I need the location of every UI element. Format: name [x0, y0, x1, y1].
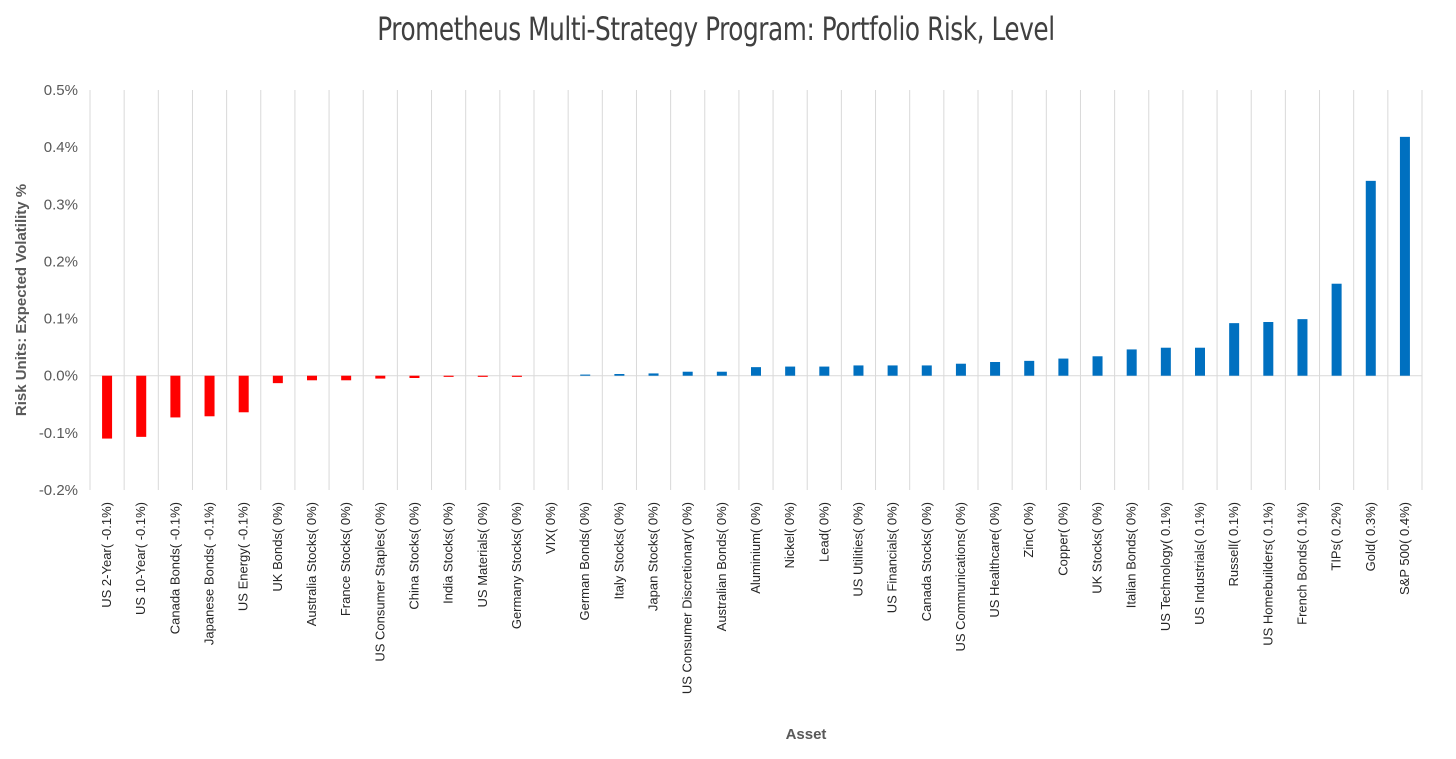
x-tick-label: Aluminium( 0%) — [748, 502, 763, 594]
bar — [955, 363, 966, 376]
bar — [1092, 356, 1103, 376]
y-tick-label: -0.2% — [39, 482, 78, 499]
y-tick-label: 0.4% — [44, 139, 78, 156]
x-tick-label: US Homebuilders( 0.1%) — [1260, 502, 1275, 646]
bar — [477, 375, 488, 377]
x-tick-label: Canada Bonds( -0.1%) — [167, 502, 182, 634]
x-tick-label: Italian Bonds( 0%) — [1124, 502, 1139, 608]
y-axis-ticks: 0.5% 0.4% 0.3% 0.2% 0.1% 0.0% -0.1% -0.2% — [39, 82, 78, 499]
bar — [887, 365, 898, 376]
x-tick-label: TIPs( 0.2%) — [1329, 502, 1344, 571]
bar — [1160, 347, 1171, 376]
x-tick-label: Japan Stocks( 0%) — [646, 502, 661, 611]
bar — [1331, 283, 1342, 376]
x-tick-label: US Consumer Staples( 0%) — [372, 502, 387, 662]
x-tick-label: US Energy( -0.1%) — [236, 502, 251, 611]
x-tick-label: US Communications( 0%) — [953, 502, 968, 652]
x-tick-label: French Bonds( 0.1%) — [1294, 502, 1309, 625]
bar — [682, 371, 693, 376]
bar — [204, 375, 215, 417]
bar — [853, 365, 864, 376]
x-tick-label: Australia Stocks( 0%) — [304, 502, 319, 626]
bar — [648, 373, 659, 376]
bar — [921, 365, 932, 376]
x-tick-label: Gold( 0.3%) — [1363, 502, 1378, 571]
x-tick-label: Germany Stocks( 0%) — [509, 502, 524, 629]
x-tick-label: Japanese Bonds( -0.1%) — [202, 502, 217, 645]
bar — [785, 366, 796, 376]
x-tick-label: US Financials( 0%) — [885, 502, 900, 613]
x-tick-label: Copper( 0%) — [1055, 502, 1070, 576]
y-tick-label: -0.1% — [39, 425, 78, 442]
bar — [136, 375, 147, 437]
bar — [409, 375, 420, 378]
bar — [1297, 319, 1308, 376]
x-tick-label: US Technology( 0.1%) — [1158, 502, 1173, 631]
x-tick-label: German Bonds( 0%) — [577, 502, 592, 621]
y-tick-label: 0.2% — [44, 253, 78, 270]
bars — [102, 136, 1410, 439]
bar — [511, 375, 522, 377]
chart-title: Prometheus Multi-Strategy Program: Portf… — [377, 10, 1055, 48]
y-tick-label: 0.5% — [44, 82, 78, 99]
bar — [580, 374, 591, 376]
x-tick-label: VIX( 0%) — [543, 502, 558, 554]
bar — [1399, 136, 1410, 376]
x-tick-label: Russell( 0.1%) — [1226, 502, 1241, 587]
bar — [102, 375, 113, 439]
bar — [1263, 322, 1274, 376]
x-tick-label: Lead( 0%) — [816, 502, 831, 562]
x-tick-label: UK Stocks( 0%) — [1090, 502, 1105, 594]
bar — [272, 375, 283, 384]
x-tick-label: UK Bonds( 0%) — [270, 502, 285, 592]
x-tick-label: US Consumer Discretionary( 0%) — [680, 502, 695, 694]
x-tick-label: US 2-Year( -0.1%) — [99, 502, 114, 608]
x-tick-label: US Materials( 0%) — [475, 502, 490, 607]
bar — [1365, 180, 1376, 376]
bar — [751, 367, 761, 376]
y-tick-label: 0.1% — [44, 311, 78, 328]
x-tick-label: US 10-Year( -0.1%) — [133, 502, 148, 615]
bar — [375, 375, 386, 379]
y-axis-title: Risk Units: Expected Volatility % — [13, 184, 30, 416]
x-axis-title: Asset — [786, 726, 827, 743]
bar — [1058, 358, 1069, 376]
bar — [238, 375, 249, 413]
y-tick-label: 0.3% — [44, 196, 78, 213]
bar — [1126, 349, 1137, 376]
x-tick-label: Italy Stocks( 0%) — [611, 502, 626, 600]
x-tick-label: US Healthcare( 0%) — [987, 502, 1002, 618]
x-tick-label: US Utilities( 0%) — [850, 502, 865, 597]
y-tick-label: 0.0% — [44, 368, 78, 385]
bar — [614, 374, 625, 376]
x-tick-label: Canada Stocks( 0%) — [919, 502, 934, 621]
bar — [341, 375, 352, 381]
gridlines — [89, 90, 1423, 490]
bar — [170, 375, 181, 418]
x-tick-label: India Stocks( 0%) — [441, 502, 456, 604]
bar — [1195, 347, 1205, 376]
x-tick-label: Nickel( 0%) — [782, 502, 797, 568]
bar — [819, 366, 830, 376]
bar — [307, 375, 317, 381]
bar — [716, 371, 727, 376]
bar — [990, 362, 1001, 376]
bar — [1229, 323, 1240, 376]
x-axis-ticks: US 2-Year( -0.1%) US 10-Year( -0.1%) Canad… — [99, 502, 1412, 694]
x-tick-label: US Industrials( 0.1%) — [1192, 502, 1207, 625]
x-tick-label: Zinc( 0%) — [1021, 502, 1036, 558]
bar — [1024, 360, 1035, 376]
x-tick-label: Australian Bonds( 0%) — [714, 502, 729, 631]
x-tick-label: France Stocks( 0%) — [338, 502, 353, 616]
x-tick-label: China Stocks( 0%) — [406, 502, 421, 610]
x-tick-label: S&P 500( 0.4%) — [1397, 502, 1412, 595]
bar — [443, 375, 454, 377]
